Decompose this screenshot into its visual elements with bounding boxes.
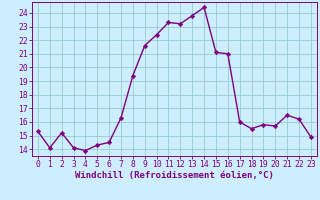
X-axis label: Windchill (Refroidissement éolien,°C): Windchill (Refroidissement éolien,°C) xyxy=(75,171,274,180)
